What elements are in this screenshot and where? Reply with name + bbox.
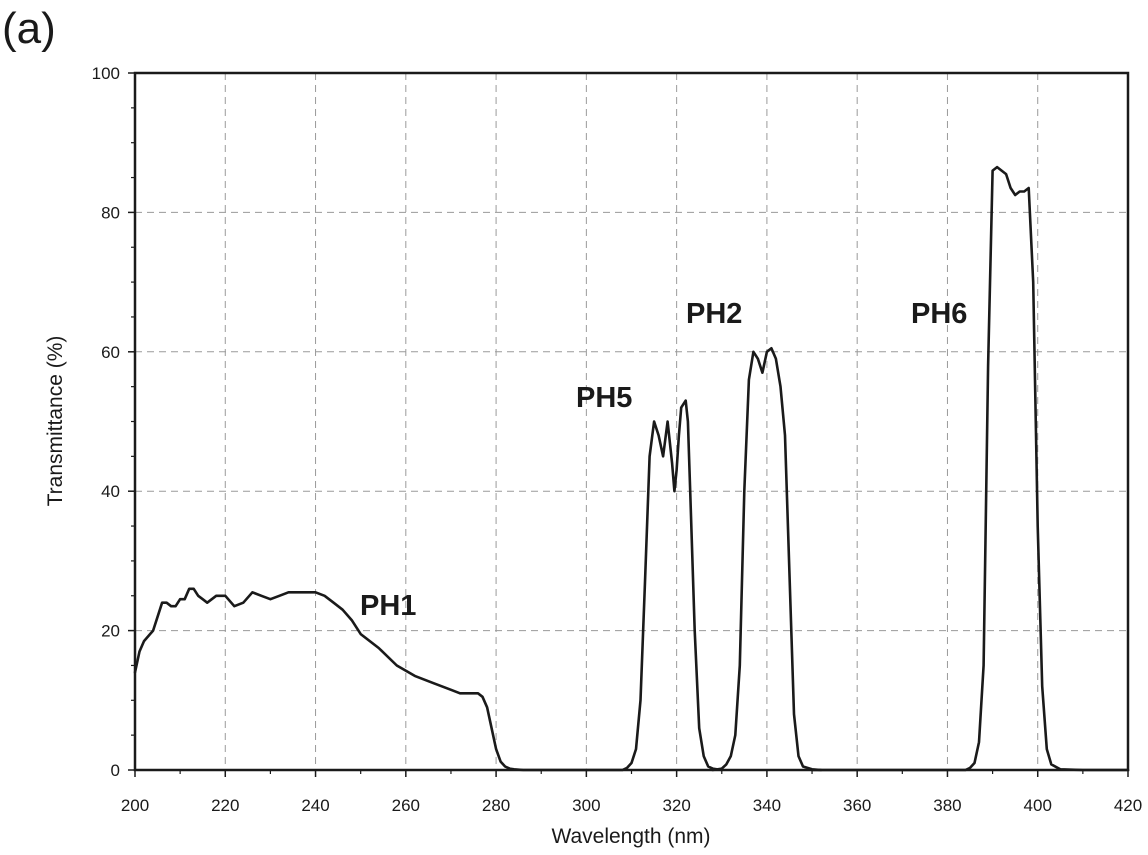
series-label-ph5: PH5 [576, 382, 632, 414]
y-tick-label: 0 [111, 761, 120, 780]
series-label-ph2: PH2 [686, 298, 742, 330]
x-tick-label: 340 [753, 796, 781, 815]
x-tick-label: 220 [211, 796, 239, 815]
series-line-ph1 [133, 587, 588, 772]
y-tick-label: 60 [101, 343, 120, 362]
axis-ticks [128, 72, 1129, 777]
plot-frame [133, 71, 1130, 772]
x-axis-title: Wavelength (nm) [551, 825, 710, 848]
x-tick-label: 420 [1114, 796, 1142, 815]
x-tick-label: 240 [301, 796, 329, 815]
x-tick-label: 260 [392, 796, 420, 815]
series-line-ph2 [711, 346, 823, 772]
tick-labels: 200 220 240 260 280 300 320 340 360 380 400 420 0 20 4… [92, 64, 1143, 815]
x-tick-label: 360 [843, 796, 871, 815]
panel-label: (a) [2, 4, 56, 53]
x-tick-label: 400 [1024, 796, 1052, 815]
series-label-ph1: PH1 [360, 590, 416, 622]
y-axis-title: Transmittance (%) [44, 336, 67, 507]
series-label-ph6: PH6 [911, 298, 967, 330]
x-tick-label: 280 [482, 796, 510, 815]
series-lines [133, 165, 1130, 772]
x-tick-label: 380 [933, 796, 961, 815]
x-tick-label: 200 [121, 796, 149, 815]
x-tick-label: 300 [572, 796, 600, 815]
y-tick-label: 100 [92, 64, 120, 83]
y-tick-label: 20 [101, 622, 120, 641]
series-line-ph6 [810, 165, 1130, 772]
grid-lines [135, 73, 1128, 770]
y-tick-label: 80 [101, 203, 120, 222]
series-line-ph5 [585, 399, 724, 772]
y-tick-label: 40 [101, 482, 120, 501]
x-tick-label: 320 [662, 796, 690, 815]
